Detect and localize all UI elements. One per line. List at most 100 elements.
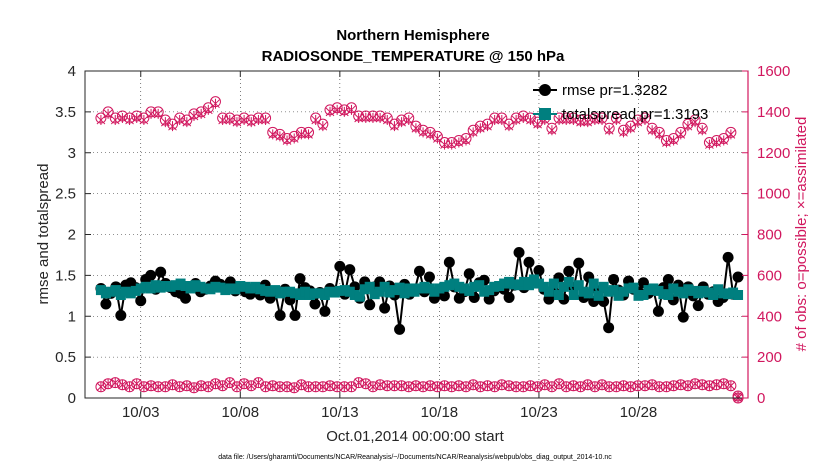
y2-axis-label: # of obs: o=possible; ×=assimilated xyxy=(793,117,810,352)
rmse-point xyxy=(309,298,321,310)
rmse-point xyxy=(503,291,515,303)
obs-assimilated-marker-cross xyxy=(361,113,371,124)
rmse-point xyxy=(180,292,192,304)
x-tick-label: 10/03 xyxy=(122,404,160,421)
obs-assimilated-lower-marker-cross xyxy=(490,381,500,392)
rmse-point xyxy=(294,273,306,285)
obs-assimilated-lower-marker-cross xyxy=(626,381,636,392)
obs-assimilated-lower-marker-cross xyxy=(597,379,607,390)
chart-title-line1: Northern Hemisphere xyxy=(336,27,489,44)
obs-assimilated-lower-marker-cross xyxy=(683,380,693,391)
obs-assimilated-marker-cross xyxy=(254,115,263,126)
obs-assimilated-lower-marker-cross xyxy=(733,390,743,401)
obs-assimilated-marker-cross xyxy=(332,104,342,115)
obs-assimilated-lower-marker-cross xyxy=(504,380,514,391)
obs-assimilated-marker-cross xyxy=(153,108,163,119)
obs-assimilated-lower-marker-cross xyxy=(332,381,342,392)
obs-assimilated-marker-cross xyxy=(433,133,442,144)
obs-assimilated-lower-marker-cross xyxy=(554,378,564,389)
obs-assimilated-marker-cross xyxy=(382,115,392,126)
y-tick-label: 0 xyxy=(68,390,76,407)
obs-assimilated-marker-cross xyxy=(590,115,600,126)
totalspread-point xyxy=(543,286,554,297)
obs-assimilated-lower-marker-cross xyxy=(325,380,335,391)
obs-assimilated-lower-marker-cross xyxy=(705,380,714,391)
obs-assimilated-lower-marker-cross xyxy=(318,381,328,392)
obs-assimilated-lower-marker-cross xyxy=(404,381,414,392)
y2-tick-label: 1000 xyxy=(757,186,790,203)
obs-assimilated-marker-cross xyxy=(297,129,306,140)
obs-assimilated-lower-marker-cross xyxy=(662,381,671,392)
y-tick-label: 0.5 xyxy=(55,349,76,366)
obs-assimilated-marker-cross xyxy=(468,127,478,138)
obs-assimilated-lower-marker-cross xyxy=(275,381,285,392)
obs-assimilated-marker-cross xyxy=(125,115,134,126)
obs-assimilated-lower-marker-cross xyxy=(182,380,192,391)
x-tick-label: 10/13 xyxy=(321,404,359,421)
totalspread-point xyxy=(563,276,574,287)
obs-assimilated-lower-marker-cross xyxy=(304,381,313,392)
obs-assimilated-lower-marker-cross xyxy=(712,379,721,390)
legend-spread-marker xyxy=(539,108,551,120)
obs-assimilated-marker-cross xyxy=(225,115,235,126)
obs-assimilated-marker-cross xyxy=(518,113,528,124)
legend-spread-label: totalspread pr=1.3193 xyxy=(562,106,708,123)
obs-assimilated-lower-marker-cross xyxy=(368,381,378,392)
obs-assimilated-marker-cross xyxy=(411,123,421,134)
obs-assimilated-marker-cross xyxy=(640,115,650,126)
obs-assimilated-lower-marker-cross xyxy=(461,381,471,392)
obs-assimilated-marker-cross xyxy=(339,106,349,117)
obs-assimilated-lower-marker-cross xyxy=(411,380,421,391)
rmse-point xyxy=(652,305,664,317)
obs-assimilated-lower-marker-cross xyxy=(511,381,521,392)
obs-assimilated-lower-marker-cross xyxy=(203,381,213,392)
obs-assimilated-marker-cross xyxy=(554,115,564,126)
totalspread-point xyxy=(364,281,375,292)
obs-assimilated-marker-cross xyxy=(712,137,721,148)
obs-assimilated-lower-marker-cross xyxy=(654,381,664,392)
rmse-point xyxy=(573,257,585,269)
rmse-point xyxy=(145,269,157,281)
totalspread-point xyxy=(608,285,619,296)
obs-assimilated-marker-cross xyxy=(697,125,707,136)
obs-assimilated-lower-marker-cross xyxy=(497,379,507,390)
obs-assimilated-lower-marker-cross xyxy=(139,381,149,392)
obs-assimilated-marker-cross xyxy=(576,117,585,128)
obs-assimilated-lower-marker-cross xyxy=(540,379,550,390)
x-axis-label: Oct.01,2014 00:00:00 start xyxy=(326,428,504,445)
obs-assimilated-lower-marker-cross xyxy=(447,381,457,392)
obs-assimilated-marker-cross xyxy=(690,117,700,128)
obs-assimilated-lower-marker-cross xyxy=(576,381,585,392)
obs-assimilated-lower-marker-cross xyxy=(218,380,227,391)
obs-assimilated-lower-marker-cross xyxy=(189,382,199,393)
rmse-point xyxy=(413,265,425,277)
totalspread-point xyxy=(553,289,564,300)
obs-assimilated-marker-cross xyxy=(261,115,270,126)
y2-tick-label: 1600 xyxy=(757,63,790,80)
obs-assimilated-lower-marker-cross xyxy=(125,381,134,392)
obs-assimilated-lower-marker-cross xyxy=(561,381,571,392)
obs-assimilated-lower-marker-cross xyxy=(611,381,621,392)
obs-assimilated-lower-marker-cross xyxy=(297,379,306,390)
axis-ticks: 10/03 10/08 10/13 10/18 10/23 10/28 0 0.5 1 1.5 2 2… xyxy=(55,63,790,421)
obs-assimilated-lower-marker-cross xyxy=(254,377,263,388)
obs-assimilated-lower-marker-cross xyxy=(690,378,700,389)
obs-assimilated-lower-marker-cross xyxy=(375,379,385,390)
obs-assimilated-lower-marker-cross xyxy=(518,381,528,392)
obs-assimilated-marker-cross xyxy=(604,125,614,136)
rmse-point xyxy=(289,309,301,321)
obs-assimilated-lower-marker-cross xyxy=(468,379,478,390)
obs-assimilated-marker-cross xyxy=(654,129,664,140)
obs-assimilated-lower-marker-cross xyxy=(175,381,185,392)
obs-assimilated-lower-marker-cross xyxy=(640,380,650,391)
obs-assimilated-marker-cross xyxy=(175,115,185,126)
obs-assimilated-lower-marker-cross xyxy=(289,382,299,393)
obs-assimilated-lower-marker-cross xyxy=(225,377,235,388)
obs-assimilated-marker-cross xyxy=(168,121,177,132)
rmse-point xyxy=(334,260,346,272)
y2-tick-label: 1200 xyxy=(757,145,790,162)
obs-assimilated-marker-cross xyxy=(239,115,249,126)
obs-assimilated-marker-cross xyxy=(347,104,356,115)
obs-assimilated-lower-marker-cross xyxy=(669,380,678,391)
totalspread-point xyxy=(474,280,485,291)
